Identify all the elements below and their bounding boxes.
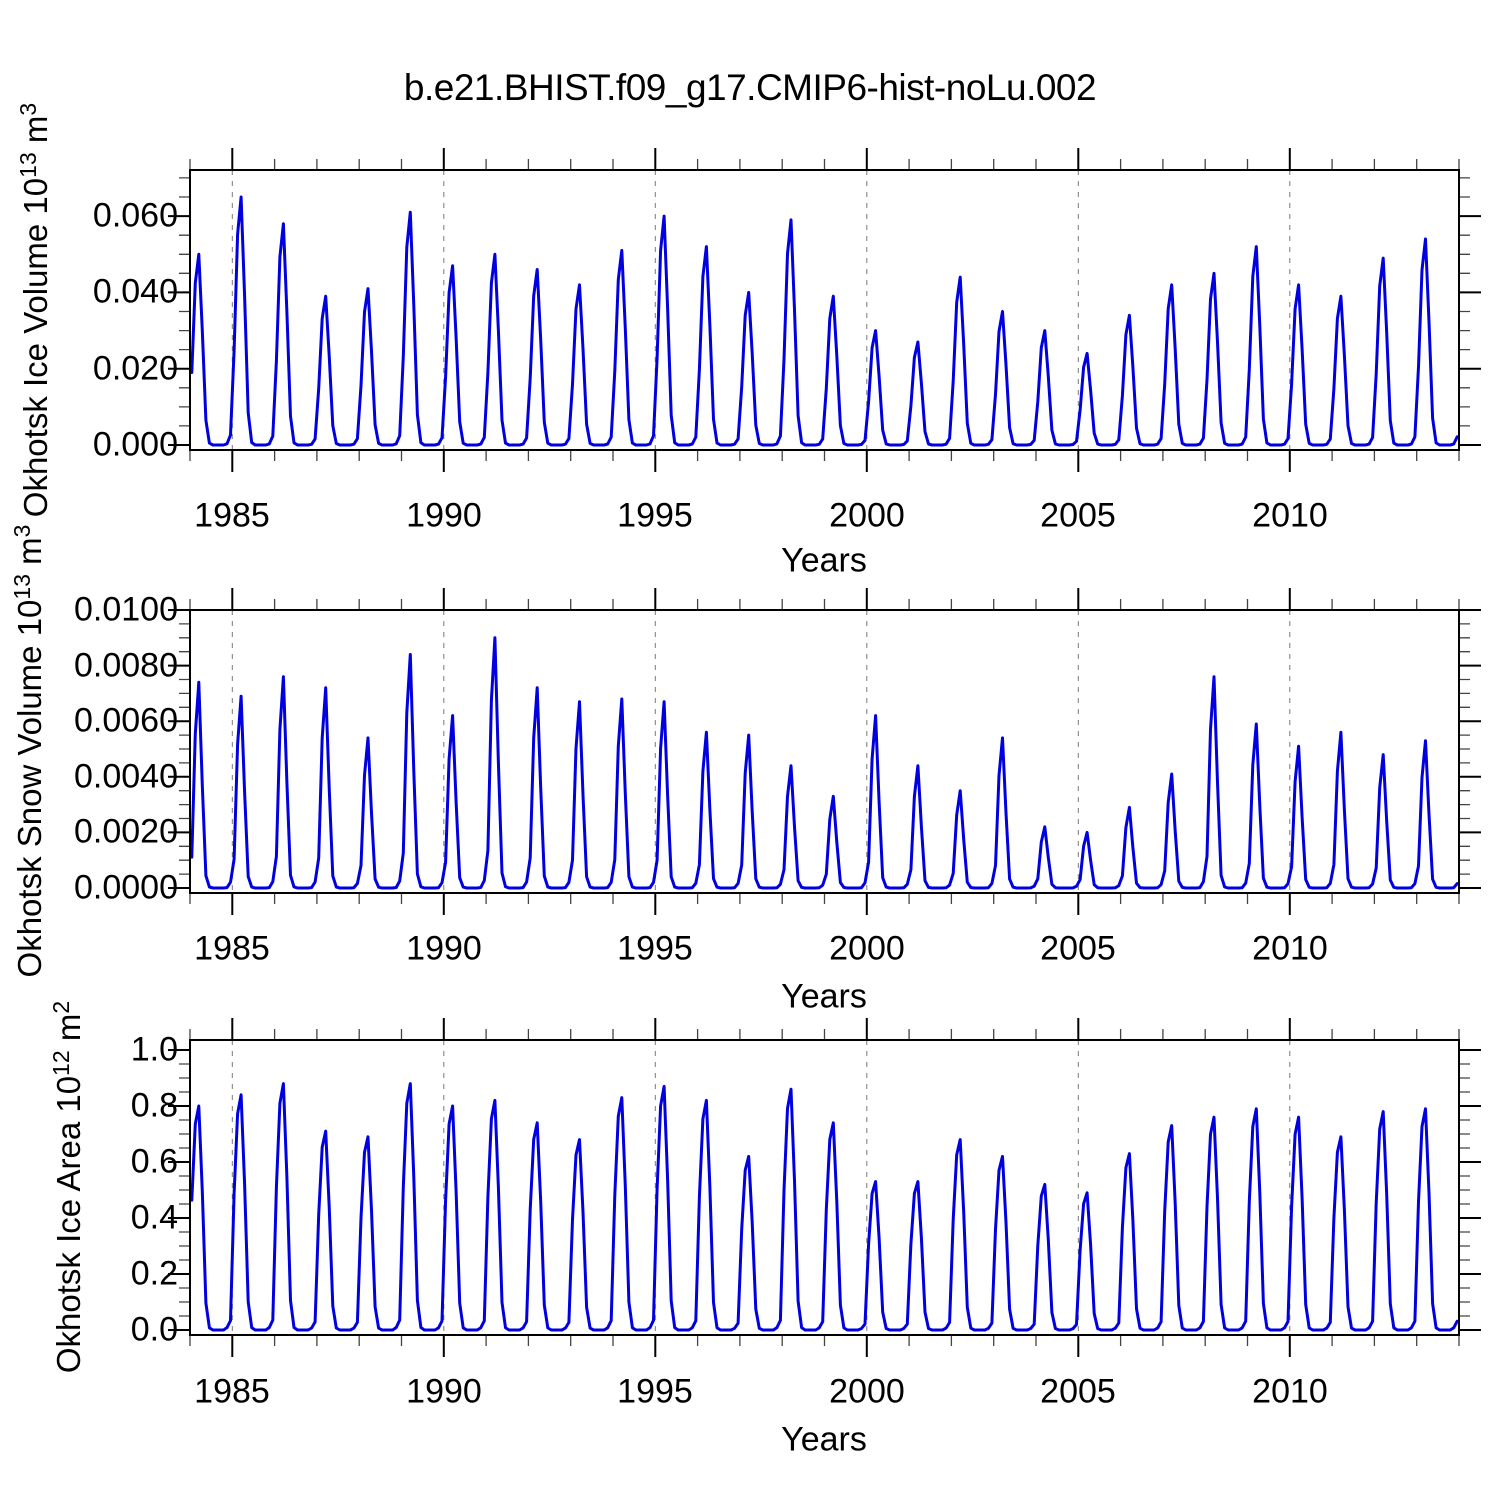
snow-volume-plot-frame [189,609,1460,894]
x-tick-label: 1985 [194,929,270,968]
ice-volume-plot-frame [189,169,1460,451]
y-tick-label: 0.0000 [74,868,178,907]
y-tick-label: 0.040 [92,272,178,311]
x-tick-label: 2000 [829,496,905,535]
x-tick-label: 1990 [406,1372,482,1411]
y-tick-label: 0.0080 [74,646,178,685]
x-axis-title-years-2: Years [781,977,867,1016]
x-tick-label: 1985 [194,1372,270,1411]
unit: m [11,537,48,574]
x-tick-label: 2010 [1252,1372,1328,1411]
x-tick-label: 2005 [1040,1372,1116,1411]
y-tick-label: 0.6 [130,1142,178,1181]
x-tick-label: 2005 [1040,929,1116,968]
y-tick-label: 0.4 [130,1198,178,1237]
minor-ticks [179,599,1470,904]
x-tick-label: 2000 [829,929,905,968]
x-tick-label: 1990 [406,929,482,968]
major-ticks [168,1018,1481,1357]
exponent: 13 [15,152,41,178]
y-tick-label: 0.0020 [74,812,178,851]
x-axis-title-years-1: Years [781,541,867,580]
ice-area-plot-frame [189,1039,1460,1336]
major-ticks [168,148,1481,472]
unit-exponent: 3 [9,524,35,538]
x-axis-title-years-3: Years [781,1420,867,1459]
y-tick-label: 0.0060 [74,701,178,740]
x-tick-label: 2000 [829,1372,905,1411]
x-tick-label: 1995 [617,496,693,535]
x-tick-label: 1995 [617,929,693,968]
minor-ticks [179,1029,1470,1346]
x-tick-label: 1995 [617,1372,693,1411]
exponent: 13 [9,574,35,600]
plot-title: b.e21.BHIST.f09_g17.CMIP6-hist-noLu.002 [403,67,1097,108]
major-ticks [168,588,1481,915]
ice-area-series-line [190,1082,1459,1332]
y-tick-label: 0.060 [92,196,178,235]
y-tick-label: 0.8 [130,1086,178,1125]
unit: m [17,115,54,153]
y-tick-label: 0.020 [92,349,178,388]
unit-exponent: 3 [15,102,41,116]
x-tick-label: 1990 [406,496,482,535]
x-tick-label: 1985 [194,496,270,535]
y-tick-label: 1.0 [130,1030,178,1069]
minor-ticks [179,159,1470,461]
y-tick-label: 0.0 [130,1310,178,1349]
unit-exponent: 2 [48,1000,74,1014]
x-tick-label: 2005 [1040,496,1116,535]
y-tick-label: 0.000 [92,425,178,464]
x-tick-label: 2010 [1252,929,1328,968]
y-tick-label: 0.0040 [74,757,178,796]
y-tick-label: 0.0100 [74,590,178,629]
snow-volume-series-line [190,636,1459,890]
x-tick-label: 2010 [1252,496,1328,535]
ice-volume-series-line [190,195,1459,447]
y-tick-label: 0.2 [130,1254,178,1293]
